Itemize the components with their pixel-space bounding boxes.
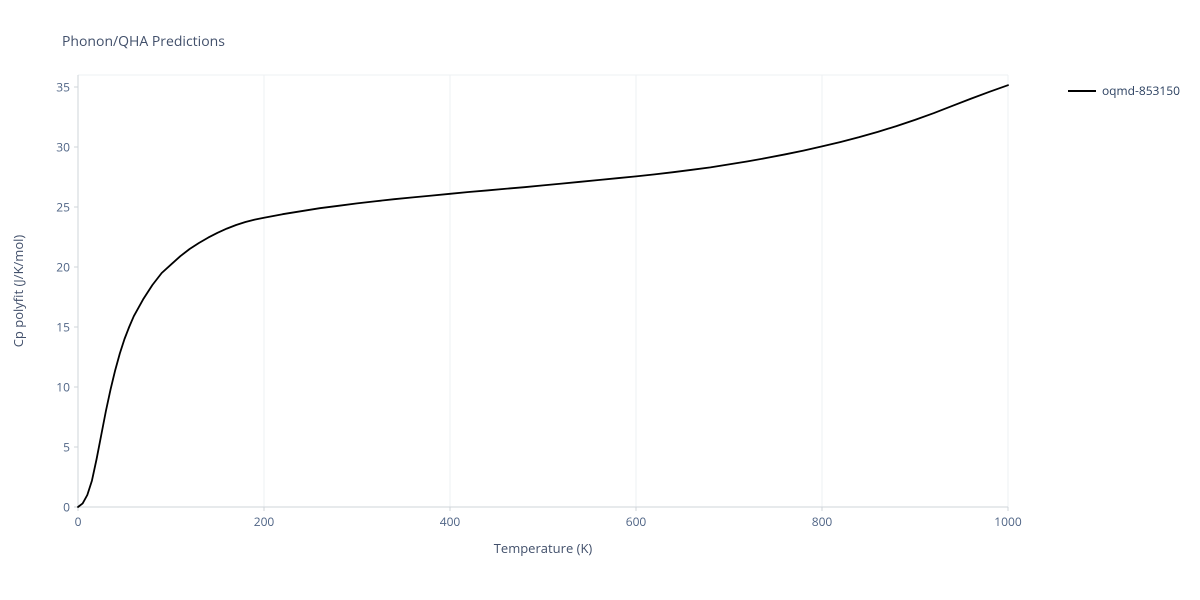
chart-title: Phonon/QHA Predictions [62,32,225,51]
y-tick-label: 15 [56,319,70,336]
legend-swatch-icon [1068,90,1096,92]
x-tick-label: 200 [254,513,275,530]
x-tick-label: 800 [812,513,833,530]
x-tick-label: 400 [440,513,461,530]
y-tick-label: 20 [56,259,70,276]
y-tick-label: 10 [56,379,70,396]
y-tick-label: 25 [56,199,70,216]
plot-svg [78,75,1008,507]
series-line[interactable] [78,85,1008,507]
legend-item[interactable]: oqmd-853150 [1068,82,1180,99]
x-tick-label: 600 [626,513,647,530]
chart-container: Phonon/QHA Predictions 02004006008001000… [0,0,1200,600]
legend[interactable]: oqmd-853150 [1068,82,1180,99]
x-tick-label: 1000 [994,513,1021,530]
y-tick-label: 0 [63,499,70,516]
y-tick-label: 35 [56,79,70,96]
plot-area[interactable]: 0200400600800100005101520253035 [78,75,1008,507]
y-tick-label: 5 [63,439,70,456]
x-axis-label: Temperature (K) [78,539,1008,557]
x-tick-label: 0 [75,513,82,530]
y-axis-label: Cp polyfit (J/K/mol) [9,201,27,381]
legend-label: oqmd-853150 [1102,82,1180,99]
y-tick-label: 30 [56,139,70,156]
